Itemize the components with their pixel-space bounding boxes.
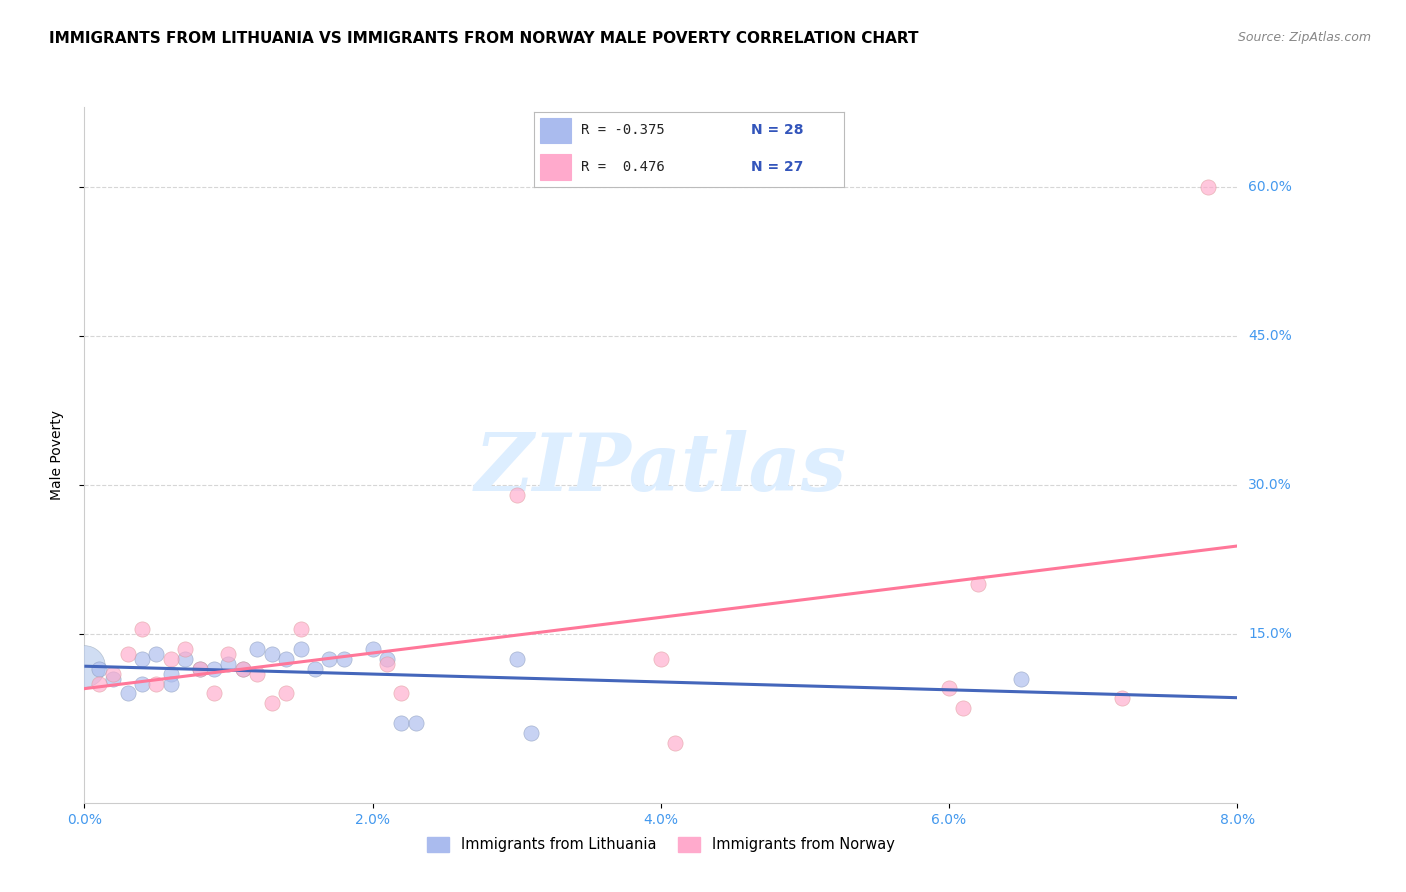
Point <box>1198 179 1220 194</box>
Point <box>361 641 384 656</box>
Point <box>131 651 153 665</box>
Point <box>506 488 529 502</box>
Point <box>246 641 269 656</box>
Point <box>117 686 139 700</box>
Point <box>318 651 340 665</box>
Point <box>218 657 240 671</box>
Point <box>73 658 96 673</box>
Point <box>202 686 225 700</box>
Point <box>87 662 110 676</box>
Point <box>218 647 240 661</box>
Point <box>87 676 110 690</box>
Bar <box>540 118 571 144</box>
Point <box>260 697 283 711</box>
Text: 30.0%: 30.0% <box>1249 478 1292 491</box>
Point <box>276 686 298 700</box>
Point <box>260 647 283 661</box>
Text: Source: ZipAtlas.com: Source: ZipAtlas.com <box>1237 31 1371 45</box>
Point <box>520 726 543 740</box>
Point <box>506 651 529 665</box>
Point <box>145 676 167 690</box>
Point <box>246 666 269 681</box>
Text: ZIPatlas: ZIPatlas <box>475 430 846 508</box>
Point <box>952 701 974 715</box>
Point <box>131 622 153 636</box>
Point <box>938 681 960 696</box>
Text: R = -0.375: R = -0.375 <box>581 123 665 137</box>
Text: IMMIGRANTS FROM LITHUANIA VS IMMIGRANTS FROM NORWAY MALE POVERTY CORRELATION CHA: IMMIGRANTS FROM LITHUANIA VS IMMIGRANTS … <box>49 31 918 46</box>
Point <box>202 662 225 676</box>
Text: N = 28: N = 28 <box>751 123 803 137</box>
Point <box>664 736 686 750</box>
Point <box>304 662 326 676</box>
Point <box>391 716 413 731</box>
Point <box>232 662 254 676</box>
Text: 15.0%: 15.0% <box>1249 627 1292 640</box>
Point <box>145 647 167 661</box>
Point <box>131 676 153 690</box>
Text: R =  0.476: R = 0.476 <box>581 160 665 174</box>
Point <box>333 651 356 665</box>
Point <box>160 651 183 665</box>
Point <box>1111 691 1133 706</box>
Point <box>103 672 124 686</box>
Point <box>1010 672 1032 686</box>
Point <box>405 716 427 731</box>
Point <box>375 657 398 671</box>
Bar <box>540 154 571 179</box>
Point <box>117 647 139 661</box>
Point <box>650 651 672 665</box>
Text: 60.0%: 60.0% <box>1249 179 1292 194</box>
Point <box>375 651 398 665</box>
Text: 45.0%: 45.0% <box>1249 328 1292 343</box>
Legend: Immigrants from Lithuania, Immigrants from Norway: Immigrants from Lithuania, Immigrants fr… <box>422 831 900 858</box>
Point <box>188 662 211 676</box>
Y-axis label: Male Poverty: Male Poverty <box>49 410 63 500</box>
Point <box>232 662 254 676</box>
Point <box>174 641 197 656</box>
Point <box>290 622 312 636</box>
Point <box>160 676 183 690</box>
Point <box>188 662 211 676</box>
Point <box>391 686 413 700</box>
Point <box>290 641 312 656</box>
Point <box>103 666 124 681</box>
Point <box>276 651 298 665</box>
Point <box>174 651 197 665</box>
Point <box>160 666 183 681</box>
Point <box>967 577 990 591</box>
Text: N = 27: N = 27 <box>751 160 803 174</box>
